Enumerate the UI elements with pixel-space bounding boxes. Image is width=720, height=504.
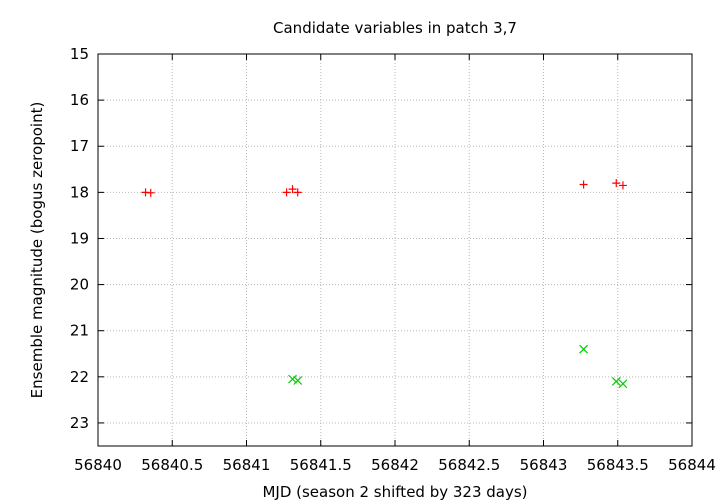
y-tick-label: 19 xyxy=(70,229,89,247)
x-tick-label: 56844 xyxy=(668,456,716,474)
y-tick-label: 21 xyxy=(70,322,89,340)
data-points xyxy=(141,179,628,389)
chart-title: Candidate variables in patch 3,7 xyxy=(273,19,517,37)
y-tick-label: 18 xyxy=(70,183,89,201)
x-tick-labels: 56840 56840.5 56841 56841.5 56842 56842.5 5684… xyxy=(74,456,716,474)
data-point-cross xyxy=(579,344,589,354)
data-point-plus xyxy=(146,188,155,197)
data-point-plus xyxy=(293,188,302,197)
y-tick-label: 17 xyxy=(70,137,89,155)
grid xyxy=(98,54,692,446)
x-tick-label: 56842.5 xyxy=(438,456,500,474)
x-tick-label: 56841.5 xyxy=(290,456,352,474)
data-point-cross xyxy=(611,377,621,386)
y-tick-label: 16 xyxy=(70,91,89,109)
data-point-plus xyxy=(612,179,621,188)
x-tick-label: 56843 xyxy=(520,456,568,474)
data-point-cross xyxy=(618,379,628,389)
data-point-cross xyxy=(288,374,297,384)
x-tick-label: 56840 xyxy=(74,456,122,474)
data-point-plus xyxy=(618,181,627,190)
data-point-plus xyxy=(282,188,291,197)
y-axis-label: Ensemble magnitude (bogus zeropoint) xyxy=(28,102,46,399)
x-tick-label: 56842 xyxy=(371,456,419,474)
data-point-plus xyxy=(288,185,297,194)
y-tick-labels: 15 16 17 18 19 20 21 22 23 xyxy=(70,45,89,432)
x-tick-label: 56840.5 xyxy=(141,456,203,474)
data-point-cross xyxy=(293,376,303,385)
y-tick-label: 22 xyxy=(70,368,89,386)
x-axis-label: MJD (season 2 shifted by 323 days) xyxy=(262,483,527,501)
x-tick-label: 56841 xyxy=(223,456,271,474)
plot-frame xyxy=(97,53,693,447)
y-tick-label: 23 xyxy=(70,414,89,432)
y-tick-label: 20 xyxy=(70,276,89,294)
data-point-plus xyxy=(579,180,588,189)
y-tick-label: 15 xyxy=(70,45,89,63)
x-tick-label: 56843.5 xyxy=(587,456,649,474)
